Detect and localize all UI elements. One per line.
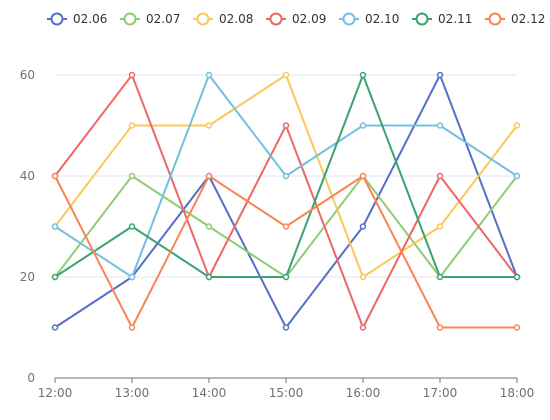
data-point[interactable] <box>436 273 444 281</box>
series-02.10[interactable] <box>51 71 521 281</box>
data-point[interactable] <box>205 273 213 281</box>
legend-label: 02.08 <box>219 12 253 26</box>
data-point[interactable] <box>359 172 367 180</box>
series-02.12[interactable] <box>51 172 521 331</box>
data-point[interactable] <box>436 324 444 331</box>
x-tick-label: 16:00 <box>346 386 381 400</box>
data-point[interactable] <box>436 71 444 79</box>
data-point[interactable] <box>359 71 367 79</box>
data-point[interactable] <box>436 172 444 180</box>
x-tick-label: 15:00 <box>269 386 304 400</box>
x-tick-label: 14:00 <box>192 386 227 400</box>
y-tick-label: 0 <box>27 371 35 385</box>
legend-marker <box>123 12 137 26</box>
data-point[interactable] <box>282 122 290 129</box>
legend-item-02.08[interactable]: 02.08 <box>193 12 253 26</box>
data-point[interactable] <box>282 172 290 180</box>
legend-marker <box>50 12 64 26</box>
series-line[interactable] <box>54 74 518 329</box>
data-point[interactable] <box>513 273 521 281</box>
y-tick-label: 20 <box>20 270 35 284</box>
legend[interactable]: 02.06 02.07 02.08 02.09 02.10 02.11 02.12 <box>47 12 545 26</box>
series-line[interactable] <box>54 175 517 329</box>
data-point[interactable] <box>205 172 213 180</box>
legend-item-02.10[interactable]: 02.10 <box>339 12 399 26</box>
data-point[interactable] <box>282 71 290 79</box>
x-tick-label: 12:00 <box>38 386 73 400</box>
legend-marker <box>488 12 502 26</box>
data-point[interactable] <box>128 324 136 331</box>
legend-label: 02.10 <box>365 12 399 26</box>
data-point[interactable] <box>205 71 213 79</box>
x-tick-label: 17:00 <box>423 386 458 400</box>
legend-item-02.06[interactable]: 02.06 <box>47 12 107 26</box>
data-point[interactable] <box>128 172 136 180</box>
legend-marker <box>415 12 429 26</box>
legend-item-02.11[interactable]: 02.11 <box>412 12 472 26</box>
data-point[interactable] <box>359 324 367 331</box>
data-point[interactable] <box>513 324 521 331</box>
y-tick-label: 40 <box>20 169 35 183</box>
data-point[interactable] <box>282 273 290 281</box>
legend-label: 02.11 <box>438 12 472 26</box>
data-point[interactable] <box>359 223 367 230</box>
data-point[interactable] <box>51 324 59 331</box>
data-point[interactable] <box>128 223 136 230</box>
data-point[interactable] <box>128 273 136 281</box>
x-tick-label: 18:00 <box>500 386 535 400</box>
legend-item-02.07[interactable]: 02.07 <box>120 12 180 26</box>
legend-item-02.12[interactable]: 02.12 <box>485 12 545 26</box>
data-point[interactable] <box>282 223 290 230</box>
data-point[interactable] <box>513 122 521 129</box>
data-point[interactable] <box>359 122 367 129</box>
x-tick-label: 13:00 <box>115 386 150 400</box>
series-line[interactable] <box>54 74 518 329</box>
y-tick-label: 60 <box>20 68 35 82</box>
legend-label: 02.07 <box>146 12 180 26</box>
data-point[interactable] <box>359 273 367 281</box>
legend-marker <box>269 12 283 26</box>
data-point[interactable] <box>128 122 136 129</box>
legend-marker <box>342 12 356 26</box>
data-point[interactable] <box>51 273 59 281</box>
data-point[interactable] <box>128 71 136 79</box>
legend-label: 02.09 <box>292 12 326 26</box>
data-point[interactable] <box>51 172 59 180</box>
legend-marker <box>196 12 210 26</box>
series-02.09[interactable] <box>51 71 521 331</box>
data-point[interactable] <box>51 223 59 230</box>
data-point[interactable] <box>205 223 213 230</box>
series-02.11[interactable] <box>51 71 521 281</box>
axis-layer: 0 20 40 60 12:00 13:00 14:00 15:00 16:00 17:00 18:… <box>20 68 535 400</box>
data-point[interactable] <box>436 223 444 230</box>
series-02.06[interactable] <box>51 71 521 331</box>
legend-item-02.09[interactable]: 02.09 <box>266 12 326 26</box>
legend-label: 02.12 <box>511 12 545 26</box>
data-point[interactable] <box>513 172 521 180</box>
series-layer <box>51 71 521 331</box>
data-point[interactable] <box>205 122 213 129</box>
data-point[interactable] <box>282 324 290 331</box>
data-point[interactable] <box>436 122 444 129</box>
legend-label: 02.06 <box>73 12 107 26</box>
